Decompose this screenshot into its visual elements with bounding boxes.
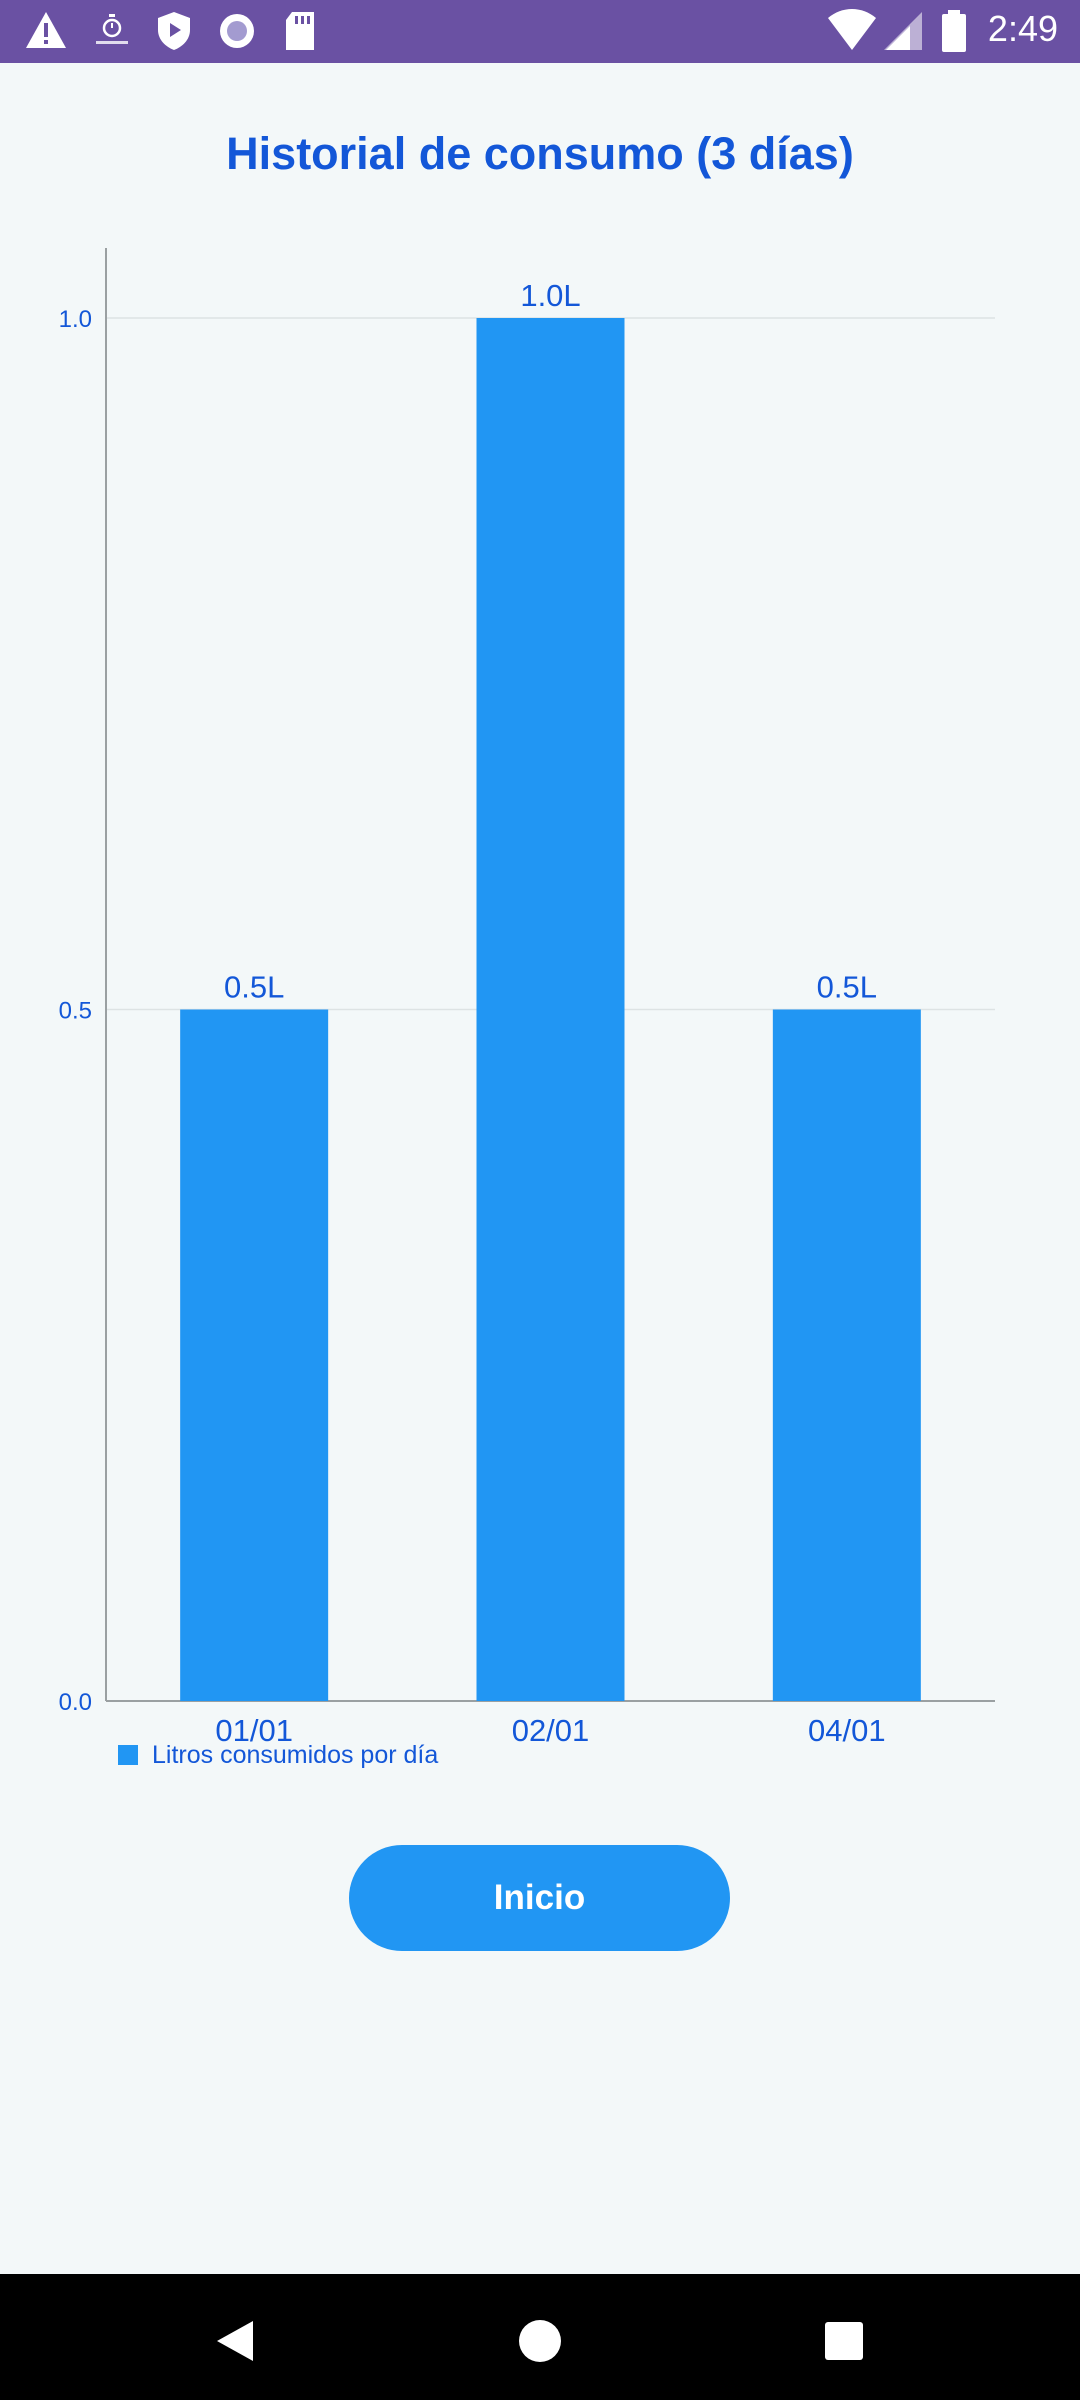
home-icon[interactable] bbox=[517, 2318, 563, 2364]
x-tick-label: 04/01 bbox=[808, 1713, 886, 1748]
recents-icon[interactable] bbox=[823, 2320, 865, 2362]
status-time: 2:49 bbox=[987, 8, 1058, 49]
chart-legend: Litros consumidos por día bbox=[118, 1741, 438, 1769]
bar-data-label: 0.5L bbox=[224, 970, 284, 1005]
x-tick-label: 01/01 bbox=[215, 1713, 293, 1748]
wifi-icon bbox=[828, 9, 876, 50]
x-tick-label: 02/01 bbox=[512, 1713, 590, 1748]
navigation-bar bbox=[0, 2274, 1080, 2400]
legend-label: Litros consumidos por día bbox=[152, 1740, 439, 1769]
legend-swatch bbox=[118, 1745, 138, 1765]
warning-icon bbox=[26, 12, 66, 48]
status-bar: 2:49 bbox=[0, 0, 1080, 63]
consumption-bar-chart: 0.0 0.5 1.0 0.5L 01/01 1.0L 02/01 0.5L 04/01 bbox=[59, 248, 995, 1748]
stopwatch-icon bbox=[96, 14, 128, 44]
inicio-button[interactable]: Inicio bbox=[349, 1845, 730, 1951]
bar bbox=[772, 1009, 921, 1701]
shield-play-icon bbox=[158, 12, 190, 50]
bar-data-label: 0.5L bbox=[817, 970, 877, 1005]
bar-data-label: 1.0L bbox=[520, 278, 580, 313]
y-tick-label: 1.0 bbox=[59, 306, 92, 333]
page-title: Historial de consumo (3 días) bbox=[226, 128, 854, 179]
signal-icon bbox=[884, 12, 922, 50]
bar bbox=[476, 318, 625, 1701]
back-icon[interactable] bbox=[213, 2319, 257, 2363]
sd-card-icon bbox=[286, 12, 314, 50]
battery-icon bbox=[942, 10, 966, 52]
bar bbox=[180, 1009, 329, 1701]
y-tick-label: 0.5 bbox=[59, 998, 92, 1025]
y-tick-label: 0.0 bbox=[59, 1689, 92, 1716]
circle-record-icon bbox=[220, 14, 254, 48]
